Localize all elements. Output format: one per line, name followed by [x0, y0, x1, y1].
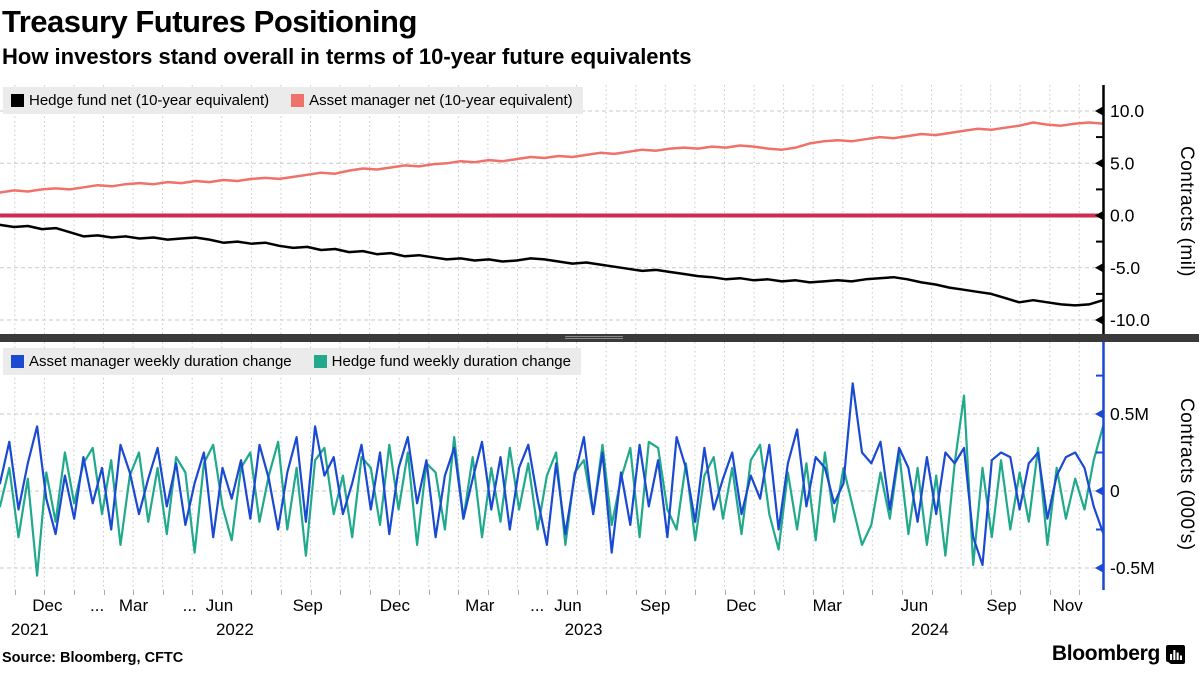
x-axis-tick — [1079, 590, 1081, 595]
x-axis-tick — [251, 590, 253, 595]
svg-text:-10.0: -10.0 — [1110, 310, 1150, 330]
bloomberg-logo-text: Bloomberg — [1051, 642, 1160, 665]
x-axis-tick — [1020, 590, 1022, 595]
panel-separator — [0, 334, 1199, 342]
x-axis-tick — [842, 590, 844, 595]
legend-label: Asset manager net (10-year equivalent) — [309, 92, 573, 109]
page-title: Treasury Futures Positioning — [2, 4, 417, 39]
asset-manager-duration-swatch-icon — [11, 355, 24, 368]
x-axis-year-labels: 2021 2022 2023 2024 — [0, 620, 1199, 642]
x-axis-month-labels: Dec... Mar... Jun Sep Dec Mar... Jun Sep Dec Mar J… — [0, 596, 1199, 618]
x-tick-month-label: Jun — [554, 596, 582, 615]
x-tick-month-label: Dec — [32, 596, 63, 615]
x-axis-tick — [428, 590, 430, 595]
x-axis-tick — [694, 590, 696, 595]
x-tick-month-label: Jun — [900, 596, 929, 615]
chart-subtitle: How investors stand overall in terms of … — [2, 44, 692, 69]
svg-text:-0.5M: -0.5M — [1110, 558, 1155, 578]
x-axis-tick — [458, 590, 460, 595]
x-tick-year-label: 2022 — [215, 620, 254, 639]
x-axis-tick — [665, 590, 667, 595]
x-axis-tick — [635, 590, 637, 595]
x-tick-month-label: Dec — [379, 596, 411, 615]
x-tick-month-label: Mar — [118, 596, 149, 615]
x-tick-month-label: Nov — [1052, 596, 1083, 615]
x-tick-month-label: ... — [182, 596, 197, 615]
x-axis-tick — [517, 590, 519, 595]
legend-label: Hedge fund weekly duration change — [331, 353, 571, 370]
asset-manager-swatch-icon — [291, 94, 305, 107]
x-axis-tick — [103, 590, 105, 595]
x-axis-tick — [1049, 590, 1051, 595]
x-axis-tick — [576, 590, 578, 595]
x-axis-tick — [990, 590, 992, 595]
svg-text:5.0: 5.0 — [1110, 153, 1135, 173]
x-tick-month-label: ... — [530, 596, 545, 615]
x-tick-month-label: Jun — [205, 596, 234, 615]
x-axis-tick — [310, 590, 312, 595]
x-tick-month-label: Sep — [986, 596, 1017, 615]
x-tick-month-label: Sep — [640, 596, 671, 615]
x-axis-tick-row — [0, 590, 1103, 596]
x-axis-tick — [961, 590, 963, 595]
x-tick-month-label: Dec — [726, 596, 757, 615]
x-axis-tick — [133, 590, 135, 595]
x-axis-tick — [547, 590, 549, 595]
bottom-chart-legend: Asset manager weekly duration change Hed… — [3, 348, 581, 375]
x-axis-tick — [606, 590, 608, 595]
svg-text:0.0: 0.0 — [1110, 206, 1135, 226]
x-axis-tick — [487, 590, 489, 595]
x-axis-tick — [813, 590, 815, 595]
x-axis-tick — [192, 590, 194, 595]
x-axis-tick — [931, 590, 933, 595]
legend-item-hedge-fund-net: Hedge fund net (10-year equivalent) — [11, 92, 269, 109]
top-chart-plot-area: 10.0 5.0 0.0 -5.0 -10.0 — [0, 85, 1150, 338]
x-axis-tick — [872, 590, 874, 595]
top-y-axis-title: Contracts (mil) — [1176, 146, 1197, 278]
hedge-fund-swatch-icon — [11, 94, 24, 107]
bottom-chart-plot-area: 0.5M 0 -0.5M — [0, 342, 1155, 590]
x-tick-month-label: Sep — [292, 596, 323, 615]
panel-resize-handle-icon — [565, 336, 623, 340]
bloomberg-terminal-icon — [1166, 644, 1185, 664]
svg-text:-5.0: -5.0 — [1110, 258, 1140, 278]
x-axis-tick — [369, 590, 371, 595]
hedge-fund-duration-swatch-icon — [313, 355, 327, 368]
x-tick-year-label: 2021 — [10, 620, 49, 639]
x-tick-year-label: 2023 — [564, 620, 603, 639]
x-tick-year-label: 2024 — [910, 620, 949, 639]
x-axis-tick — [399, 590, 401, 595]
x-tick-month-label: Mar — [465, 596, 495, 615]
bottom-y-axis-title: Contracts (000's) — [1176, 398, 1197, 551]
x-axis-tick — [724, 590, 726, 595]
x-axis-tick — [340, 590, 342, 595]
legend-label: Hedge fund net (10-year equivalent) — [29, 92, 270, 109]
x-tick-month-label: Mar — [812, 596, 842, 615]
x-axis-tick — [901, 590, 903, 595]
legend-item-hedge-fund-duration: Hedge fund weekly duration change — [313, 353, 571, 370]
x-axis-tick — [14, 590, 16, 595]
x-tick-month-label: ... — [90, 596, 105, 615]
source-credit: Source: Bloomberg, CFTC — [2, 650, 184, 666]
top-chart-legend: Hedge fund net (10-year equivalent) Asse… — [3, 87, 583, 114]
legend-label: Asset manager weekly duration change — [29, 353, 292, 370]
legend-item-asset-manager-net: Asset manager net (10-year equivalent) — [291, 92, 573, 109]
svg-text:10.0: 10.0 — [1110, 101, 1144, 121]
svg-text:0: 0 — [1110, 481, 1120, 501]
legend-item-asset-manager-duration: Asset manager weekly duration change — [11, 353, 292, 370]
bloomberg-branding: Bloomberg — [1052, 642, 1185, 666]
x-axis-tick — [73, 590, 75, 595]
x-axis-tick — [162, 590, 164, 595]
x-axis-tick — [783, 590, 785, 595]
x-axis-tick — [221, 590, 223, 595]
x-axis-tick — [754, 590, 756, 595]
x-axis-tick — [280, 590, 282, 595]
svg-text:0.5M: 0.5M — [1110, 404, 1149, 424]
x-axis-tick — [44, 590, 46, 595]
